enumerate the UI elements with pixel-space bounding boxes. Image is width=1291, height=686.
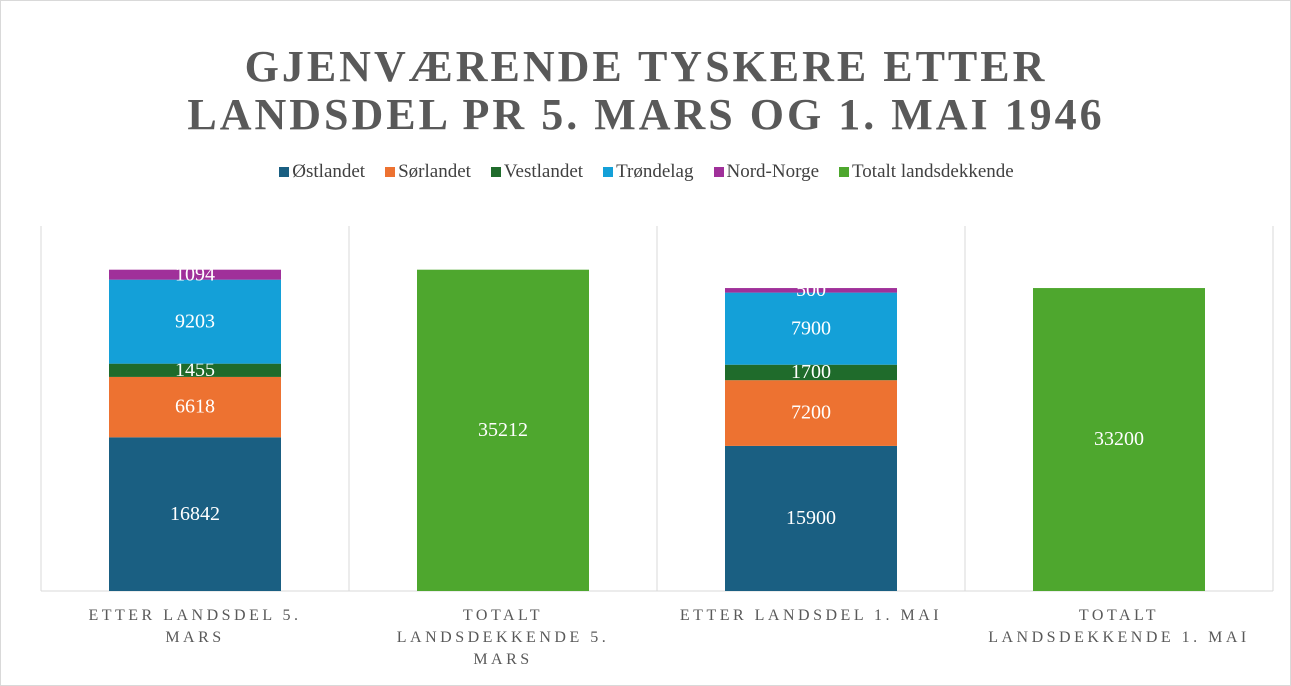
- bar-segment: [109, 269, 281, 280]
- bar-segment: [417, 269, 589, 591]
- legend-item: Sørlandet: [385, 161, 471, 183]
- legend-item: Nord-Norge: [713, 161, 820, 183]
- legend-swatch: [603, 167, 614, 177]
- x-tick-label: TOTALT LANDSDEKKENDE 1. MAI: [988, 607, 1250, 646]
- legend-item: Vestlandet: [490, 161, 584, 183]
- x-tick-label: TOTALT LANDSDEKKENDE 5. MARS: [396, 607, 610, 668]
- legend-label: Nord-Norge: [726, 161, 820, 182]
- legend-label: Totalt landsdekkende: [852, 161, 1014, 182]
- data-label: 7200: [791, 402, 831, 424]
- legend-label: Trøndelag: [616, 161, 694, 182]
- bar-segment: [725, 288, 897, 293]
- data-label: 1700: [791, 361, 831, 383]
- legend-swatch: [385, 167, 396, 177]
- bar-segment: [109, 363, 281, 377]
- bar-segment: [1033, 288, 1205, 591]
- legend: Østlandet Sørlandet Vestlandet Trøndelag Nor…: [1, 161, 1290, 183]
- bar-segment: [109, 279, 281, 364]
- bar-segment: [109, 437, 281, 591]
- data-label: 16842: [170, 503, 220, 525]
- legend-swatch: [713, 167, 724, 177]
- bar-segment: [725, 292, 897, 365]
- chart-title: GJENVÆRENDE TYSKERE ETTER LANDSDEL PR 5.…: [187, 42, 1105, 139]
- bar-segment: [725, 445, 897, 591]
- data-label: 7900: [791, 317, 831, 339]
- x-tick-label: ETTER LANDSDEL 5. MARS: [88, 607, 302, 646]
- legend-swatch: [490, 167, 501, 177]
- bar-segment: [109, 376, 281, 438]
- bar-segment: [725, 364, 897, 381]
- data-label: 6618: [175, 396, 215, 418]
- bar-segment: [725, 380, 897, 446]
- data-label: 1455: [175, 359, 215, 381]
- data-label: 35212: [478, 419, 528, 441]
- data-label: 9203: [175, 310, 215, 332]
- data-label: 15900: [786, 507, 836, 529]
- legend-swatch: [279, 167, 290, 177]
- data-label: 1094: [175, 263, 215, 285]
- legend-swatch: [839, 167, 850, 177]
- legend-item: Totalt landsdekkende: [839, 161, 1014, 183]
- legend-item: Østlandet: [279, 161, 365, 183]
- legend-label: Vestlandet: [503, 161, 584, 182]
- legend-label: Sørlandet: [398, 161, 471, 182]
- legend-item: Trøndelag: [603, 161, 694, 183]
- data-label: 500: [796, 279, 826, 301]
- legend-label: Østlandet: [292, 161, 366, 182]
- data-label: 33200: [1094, 428, 1144, 450]
- x-tick-label: ETTER LANDSDEL 1. MAI: [679, 607, 943, 624]
